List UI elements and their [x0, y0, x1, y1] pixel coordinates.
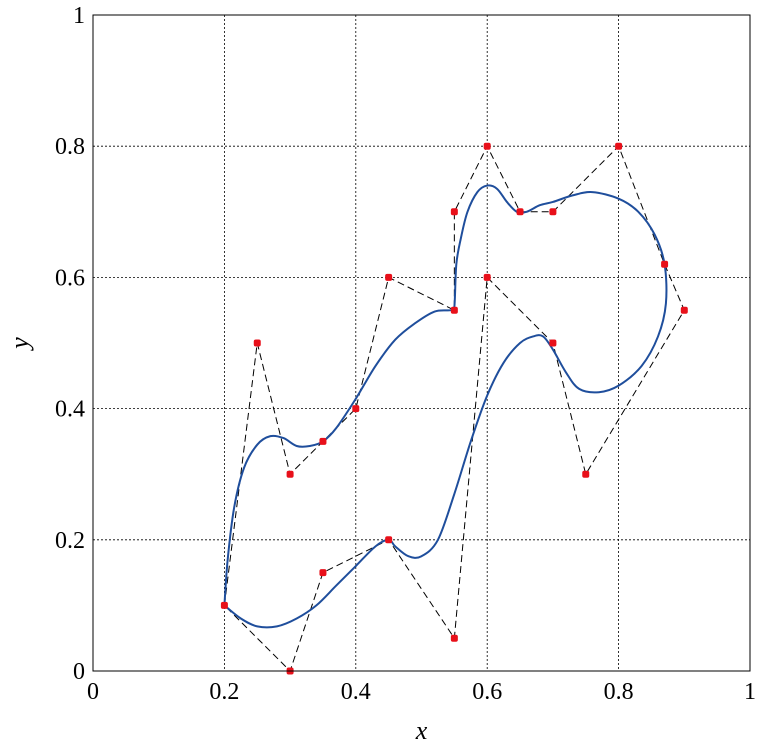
control-point [286, 470, 294, 478]
x-tick-labels: 0 0.2 0.4 0.6 0.8 1 [87, 679, 756, 705]
x-tick-label: 0.6 [472, 679, 502, 705]
y-axis-label: y [5, 337, 34, 352]
control-point [319, 437, 327, 445]
x-axis-label: x [415, 716, 428, 745]
control-point [615, 142, 623, 150]
grid [93, 15, 750, 671]
y-tick-label: 0 [73, 659, 85, 685]
plot-frame [92, 14, 751, 672]
control-point [352, 405, 360, 413]
control-point [253, 339, 261, 347]
y-tick-label: 0.8 [55, 134, 85, 160]
smooth-curve-line [223, 184, 668, 629]
y-tick-label: 1 [73, 3, 85, 29]
y-tick-labels: 0 0.2 0.4 0.6 0.8 1 [55, 3, 85, 685]
control-point [661, 260, 669, 268]
x-tick-label: 0 [87, 679, 99, 705]
control-point [385, 536, 393, 544]
control-point [450, 208, 458, 216]
control-point [549, 339, 557, 347]
x-tick-label: 1 [744, 679, 756, 705]
control-point [450, 634, 458, 642]
control-point [483, 142, 491, 150]
control-point [516, 208, 524, 216]
control-point [582, 470, 590, 478]
y-tick-label: 0.6 [55, 265, 85, 291]
y-tick-label: 0.4 [55, 397, 85, 423]
control-point [680, 306, 688, 314]
smooth-curve [223, 184, 668, 629]
control-polygon-line [223, 145, 685, 672]
control-point [549, 208, 557, 216]
control-point [450, 306, 458, 314]
control-point [483, 273, 491, 281]
x-tick-label: 0.8 [604, 679, 634, 705]
x-tick-label: 0.2 [209, 679, 239, 705]
control-polygon [223, 145, 685, 672]
control-point [319, 569, 327, 577]
x-tick-label: 0.4 [341, 679, 371, 705]
control-point [220, 601, 228, 609]
control-point [385, 273, 393, 281]
y-tick-label: 0.2 [55, 528, 85, 554]
control-points [220, 142, 688, 675]
